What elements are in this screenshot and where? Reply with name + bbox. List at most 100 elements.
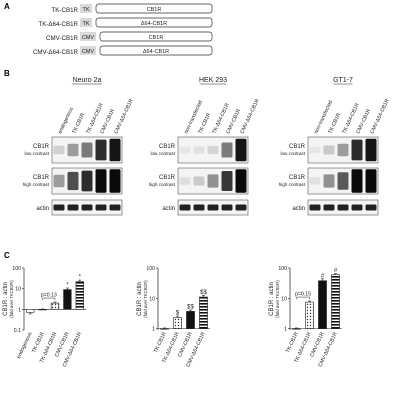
y-axis-label: CB1R : actin xyxy=(269,282,275,316)
y-axis-sublabel: (fold over TKCB1R) xyxy=(143,280,148,318)
actin-band xyxy=(221,204,233,211)
actin-band xyxy=(109,204,121,211)
cb1r-band xyxy=(109,169,121,193)
y-tick-label: 10 xyxy=(149,296,155,302)
bar-chart: CB1R : actin (fold over TKCB1R) 0.1 1 10 100 e… xyxy=(3,266,86,368)
y-tick-label: 10 xyxy=(281,296,287,302)
promoter-label: TK xyxy=(82,21,89,27)
bar xyxy=(318,280,327,329)
actin-band xyxy=(193,204,205,211)
blot-title: Neuro 2a xyxy=(73,77,102,84)
significance-bracket xyxy=(42,297,56,301)
row-label-cb1r: CB1R xyxy=(289,175,306,181)
construct-name: TK-Δ64-CB1R xyxy=(38,21,78,28)
significance-marker: # xyxy=(321,273,325,279)
lane-label: TK-CB1R xyxy=(71,112,86,135)
y-tick-label: 10 xyxy=(15,287,21,293)
lane-label: TK-CB1R xyxy=(327,112,342,135)
lane-label: CMV-Δ64-CB1R xyxy=(239,98,261,135)
bar xyxy=(38,309,47,311)
gene-box xyxy=(99,45,213,56)
gene-box xyxy=(99,31,213,42)
actin-band xyxy=(323,204,335,211)
actin-band xyxy=(53,204,65,211)
y-tick-label: 1 xyxy=(152,327,155,333)
bar xyxy=(26,309,35,313)
p-value-label: p=0.13 xyxy=(41,293,57,299)
y-axis-sublabel: (fold over TKCB1R) xyxy=(275,280,280,318)
cb1r-band xyxy=(81,170,93,192)
bar xyxy=(199,296,208,329)
cb1r-band xyxy=(179,146,191,154)
row-label-low: low contrast xyxy=(24,151,49,156)
cb1r-band xyxy=(193,176,205,186)
cb1r-band xyxy=(67,143,79,157)
construct-row: TK-Δ64-CB1R TK Δ64-CB1R xyxy=(38,17,213,28)
row-label-cb1r: CB1R xyxy=(159,144,176,150)
construct-name: CMV-CB1R xyxy=(46,35,79,42)
cb1r-band xyxy=(53,145,65,155)
bar-charts: CB1R : actin (fold over TKCB1R)0.1110100e… xyxy=(3,266,342,368)
cb1r-band xyxy=(81,142,93,158)
significance-marker: $$ xyxy=(200,290,207,296)
construct-name: TK-CB1R xyxy=(52,7,79,14)
promoter-box xyxy=(80,4,92,13)
actin-band xyxy=(67,204,79,211)
panel-b-letter: B xyxy=(4,69,10,78)
bar xyxy=(160,328,169,330)
bar-chart: CB1R : actin (fold over TKCB1R)110100TK-C… xyxy=(137,266,210,368)
actin-band xyxy=(337,204,349,211)
bar xyxy=(173,317,182,329)
cb1r-band xyxy=(365,138,377,162)
row-label-cb1r: CB1R xyxy=(159,175,176,181)
cb1r-band xyxy=(235,138,247,162)
significance-bracket xyxy=(296,296,310,300)
actin-band xyxy=(235,204,247,211)
significance-marker: $ xyxy=(176,311,180,317)
y-axis-label: CB1R : actin xyxy=(137,282,143,316)
bar xyxy=(50,302,60,310)
row-label-high: high contrast xyxy=(149,182,176,187)
actin-band xyxy=(81,204,93,211)
gene-box xyxy=(95,17,213,28)
y-axis-label: CB1R : actin xyxy=(3,282,9,316)
significance-marker: * xyxy=(66,282,69,288)
bar xyxy=(292,328,301,330)
lane-label: CMV-Δ64-CB1R xyxy=(369,98,391,135)
significance-marker: $$ xyxy=(187,305,194,311)
row-label-cb1r: CB1R xyxy=(33,144,50,150)
y-tick-label: 1 xyxy=(18,307,21,313)
y-tick-label: 100 xyxy=(278,266,287,272)
cb1r-band xyxy=(309,146,321,154)
y-tick-label: 100 xyxy=(146,266,155,272)
cb1r-band xyxy=(323,174,335,188)
promoter-box xyxy=(80,18,92,27)
row-label-high: high contrast xyxy=(23,182,50,187)
promoter-label: CMV xyxy=(82,35,95,41)
cb1r-band xyxy=(221,170,233,192)
lane-label: TK-CB1R xyxy=(197,112,212,135)
panel-c-letter: C xyxy=(4,251,10,260)
gene-label: Δ64-CB1R xyxy=(143,49,169,55)
gene-label: CB1R xyxy=(147,7,162,13)
panel-a-letter: A xyxy=(4,2,10,11)
promoter-box xyxy=(80,46,96,55)
cb1r-band xyxy=(207,145,219,155)
row-label-actin: actin xyxy=(162,206,175,212)
y-tick-label: 0.1 xyxy=(14,328,21,334)
promoter-label: TK xyxy=(82,7,89,13)
cb1r-band xyxy=(323,145,335,155)
panel-c: C CB1R : actin (fold over TKCB1R)0.111010… xyxy=(3,251,342,368)
bar xyxy=(305,301,314,329)
bar xyxy=(63,289,72,310)
row-label-actin: actin xyxy=(36,206,49,212)
blot-title: HEK 293 xyxy=(199,77,227,84)
actin-band xyxy=(309,204,321,211)
significance-marker: # xyxy=(334,268,338,274)
bar-chart: CB1R : actin (fold over TKCB1R)110100TK-C… xyxy=(269,266,342,368)
cb1r-band xyxy=(95,139,107,161)
